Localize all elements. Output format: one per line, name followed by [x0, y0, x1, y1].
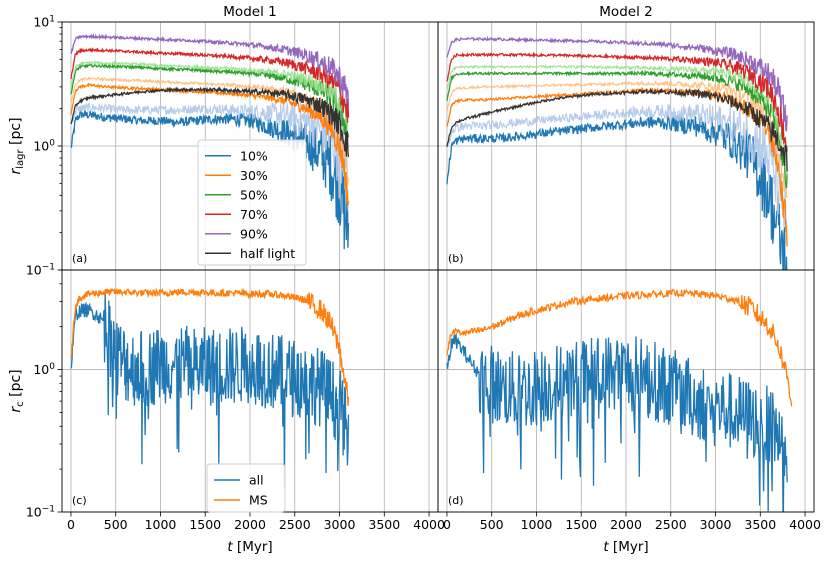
y-tick-label: 10−1: [26, 263, 55, 278]
x-tick-label: 2000: [234, 517, 266, 532]
y-axis-label-subscript: c: [15, 401, 26, 407]
series-line: [446, 332, 788, 512]
y-tick-label-exponent: 1: [49, 15, 55, 25]
x-tick-label: 3000: [324, 517, 356, 532]
y-axis-label-unit: [pc]: [8, 369, 24, 401]
x-axis-label-var: t: [603, 539, 609, 555]
x-axis-label-unit: [Myr]: [233, 539, 273, 555]
series-line: [70, 33, 350, 107]
legend-label: half light: [240, 246, 295, 261]
legend-label: 90%: [240, 226, 268, 241]
legend-layer: 10% 30% 50% 70% 90% half light all MS: [197, 139, 307, 513]
y-tick-label: 10−1: [26, 505, 55, 520]
series-line: [70, 287, 350, 406]
series-line: [446, 115, 788, 270]
x-tick-label: 0: [443, 517, 451, 532]
panel-title: Model 2: [599, 4, 652, 20]
y-tick-label-base: 10: [33, 15, 49, 30]
panel-label: (d): [448, 494, 464, 507]
y-tick-label-base: 10: [33, 362, 49, 377]
series-line: [446, 103, 788, 244]
y-tick-label-base: 10: [26, 505, 42, 520]
series-line: [446, 64, 788, 176]
y-axis-label-unit: [pc]: [8, 117, 24, 149]
x-tick-label: 3500: [368, 517, 400, 532]
x-tick-label: 4000: [413, 517, 445, 532]
panel-series-group: [446, 288, 793, 512]
legend-label: 50%: [240, 187, 268, 202]
y-tick-label-exponent: −1: [42, 505, 55, 515]
series-line: [70, 101, 350, 213]
series-line: [446, 35, 788, 132]
x-tick-label: 4000: [789, 517, 821, 532]
x-tick-label: 2000: [610, 517, 642, 532]
y-tick-label-exponent: −1: [42, 263, 55, 273]
y-tick-label: 100: [33, 139, 55, 154]
panel-series-group: [70, 287, 350, 488]
legend-label: 10%: [240, 148, 268, 163]
x-tick-label: 1000: [145, 517, 177, 532]
y-axis-label-var: r: [8, 168, 24, 175]
x-axis-label: t [Myr]: [227, 539, 272, 555]
legend-label: all: [249, 473, 264, 488]
series-line: [70, 85, 350, 158]
x-tick-label: 1500: [189, 517, 221, 532]
x-axis-label: t [Myr]: [603, 539, 648, 555]
series-line: [70, 59, 349, 130]
legend-frame: [206, 463, 286, 513]
tick-layer: [57, 21, 806, 517]
y-axis-label-subscript: lagr: [15, 149, 26, 169]
y-axis-label: rc [pc]: [8, 369, 26, 412]
series-line: [70, 47, 350, 123]
y-tick-label: 100: [33, 362, 55, 377]
series-line: [446, 288, 793, 407]
y-axis-label-var: r: [8, 406, 24, 413]
panel-label: (c): [72, 494, 87, 507]
x-tick-label: 500: [104, 517, 128, 532]
y-tick-label-exponent: 0: [49, 139, 55, 149]
x-tick-label: 1000: [521, 517, 553, 532]
series-line: [446, 69, 788, 189]
x-tick-label: 1500: [565, 517, 597, 532]
legend-label: 70%: [240, 207, 268, 222]
series-line: [70, 293, 350, 488]
y-tick-label: 101: [33, 15, 55, 30]
series-line: [446, 80, 788, 199]
y-tick-label-base: 10: [26, 263, 42, 278]
x-tick-label: 3000: [700, 517, 732, 532]
y-axis-label: rlagr [pc]: [8, 117, 26, 174]
panel-label: (b): [448, 252, 464, 265]
x-tick-label: 2500: [655, 517, 687, 532]
x-tick-label: 500: [480, 517, 504, 532]
panel-title: Model 1: [223, 4, 276, 20]
series-line: [446, 87, 788, 172]
panel-series-group: [446, 35, 788, 270]
y-tick-label-base: 10: [33, 139, 49, 154]
series-line: [446, 51, 788, 152]
x-tick-label: 3500: [744, 517, 776, 532]
x-axis-label-var: t: [227, 539, 233, 555]
panel-label: (a): [72, 252, 87, 265]
legend-label: 30%: [240, 168, 268, 183]
x-axis-label-unit: [Myr]: [609, 539, 649, 555]
legend-label: MS: [249, 493, 268, 508]
y-tick-label-exponent: 0: [49, 362, 55, 372]
x-tick-label: 2500: [279, 517, 311, 532]
x-tick-label: 0: [67, 517, 75, 532]
